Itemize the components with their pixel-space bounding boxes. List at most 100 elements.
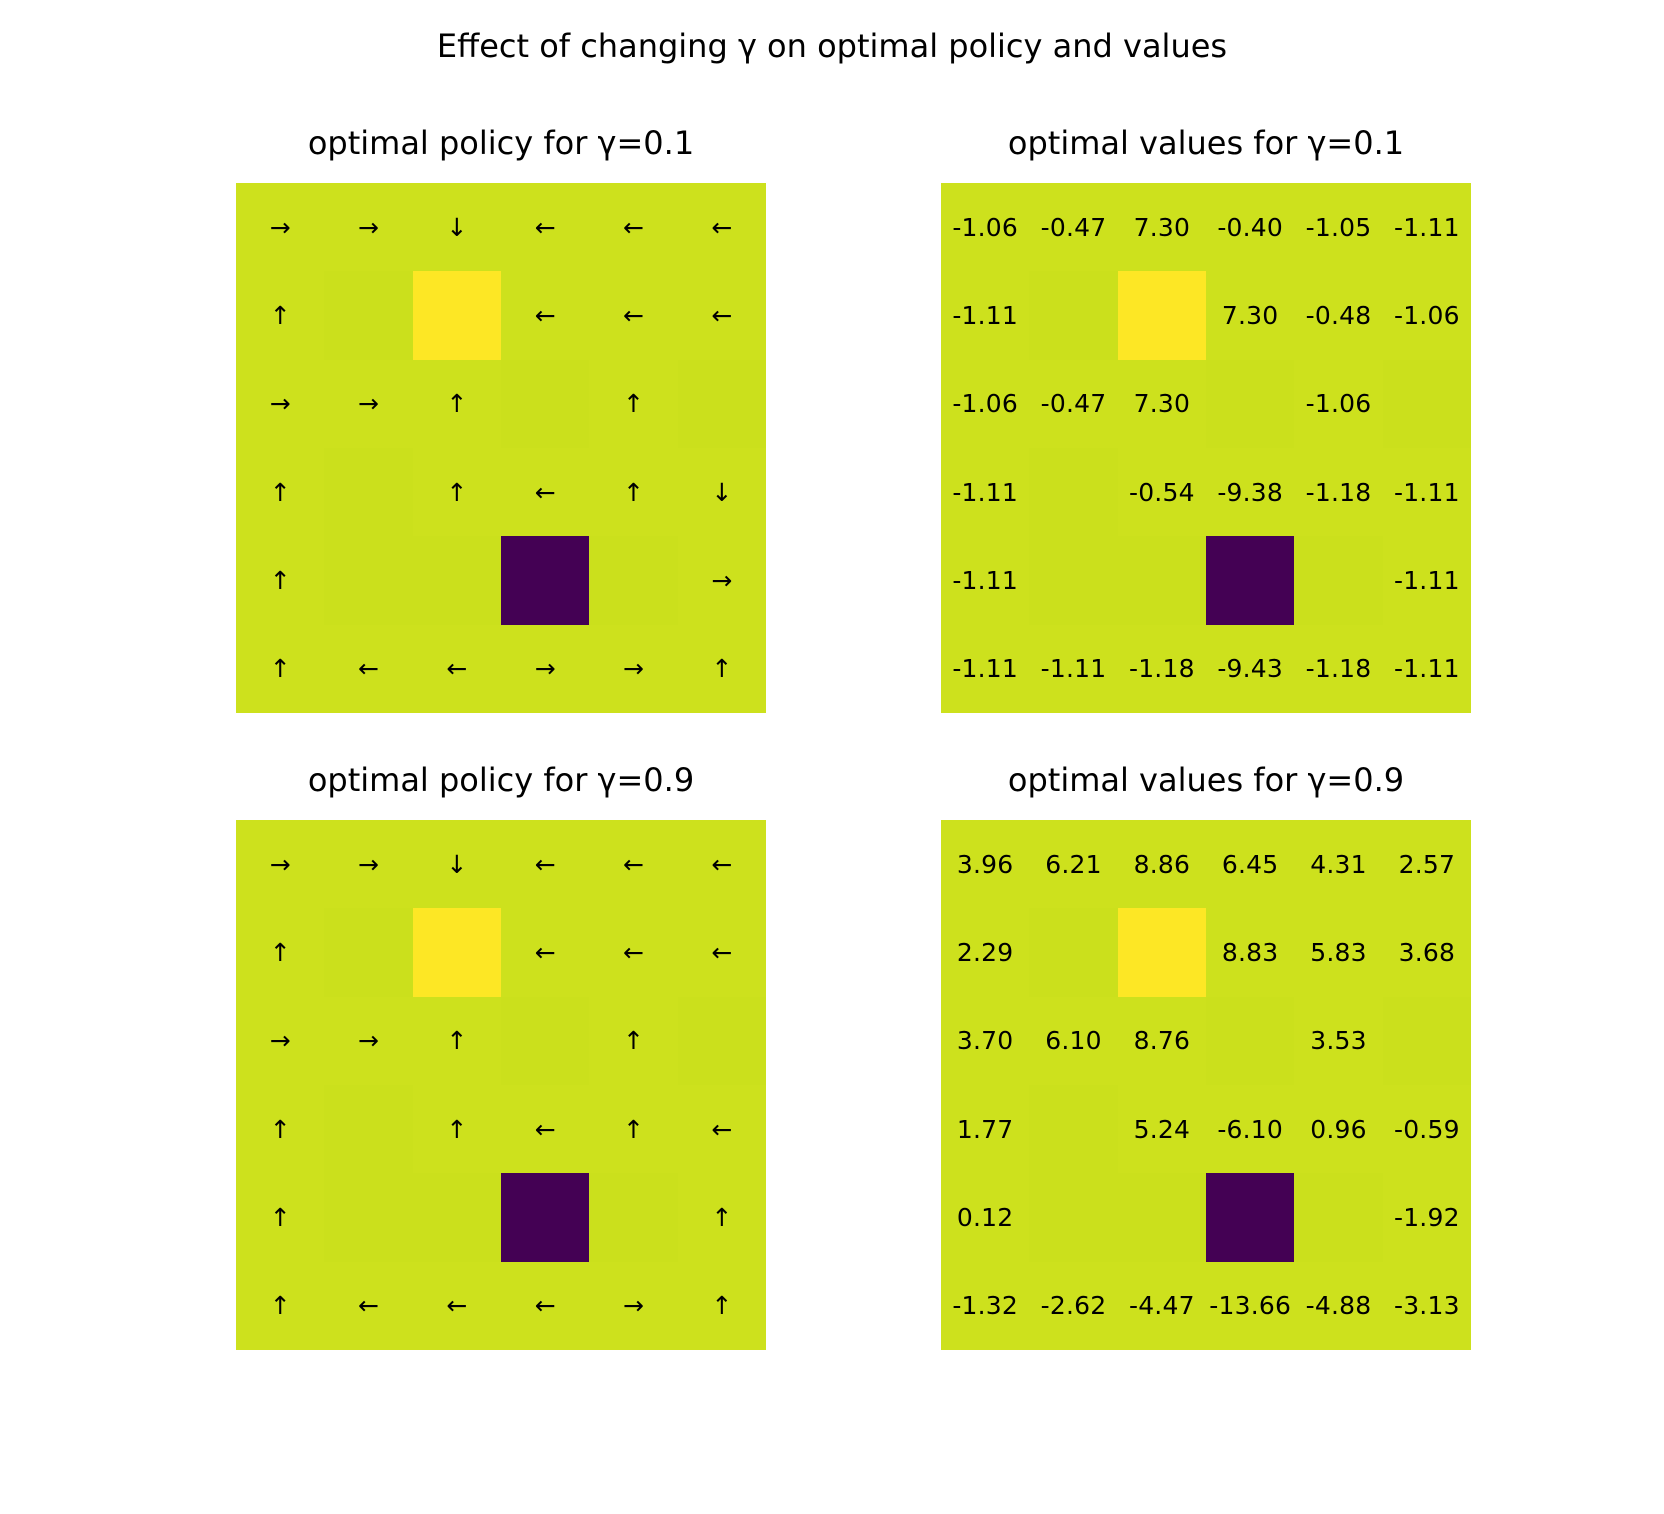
- value-label: -1.92: [1393, 1202, 1460, 1232]
- open-cell: ↓: [412, 820, 501, 909]
- open-cell: -1.32: [941, 1261, 1030, 1350]
- open-cell: ←: [589, 183, 678, 272]
- open-cell: 3.70: [941, 996, 1030, 1085]
- open-cell: -13.66: [1206, 1261, 1295, 1350]
- policy-arrow: ↑: [269, 565, 291, 595]
- open-cell: -1.18: [1294, 448, 1383, 537]
- value-label: 2.29: [956, 937, 1014, 967]
- value-label: -1.11: [952, 477, 1018, 507]
- open-cell: ←: [677, 183, 766, 272]
- wall-cell: [1117, 536, 1206, 625]
- policy-arrow: ←: [534, 1291, 556, 1321]
- open-cell: ←: [501, 1085, 590, 1174]
- policy-arrow: ←: [711, 849, 733, 879]
- policy-arrow: ↑: [269, 477, 291, 507]
- pit-cell: [501, 1173, 590, 1262]
- open-cell: ↓: [412, 183, 501, 272]
- wall-cell: [1029, 908, 1118, 997]
- values-heatmap: 3.96 6.21 8.86 6.45 4.31 2.57 2.29 8.83 5.83 3.68…: [941, 820, 1471, 1350]
- open-cell: ↑: [589, 448, 678, 537]
- open-cell: 0.12: [941, 1173, 1030, 1262]
- open-cell: ↓: [677, 448, 766, 537]
- wall-cell: [501, 359, 590, 448]
- wall-cell: [324, 448, 413, 537]
- open-cell: ←: [589, 908, 678, 997]
- open-cell: -2.62: [1029, 1261, 1118, 1350]
- value-label: -1.11: [1393, 654, 1460, 684]
- value-label: 3.96: [956, 849, 1014, 879]
- open-cell: ←: [324, 624, 413, 713]
- open-cell: 2.57: [1382, 820, 1471, 909]
- policy-arrow: →: [534, 654, 556, 684]
- value-label: 3.68: [1398, 937, 1456, 967]
- open-cell: ↑: [236, 1173, 325, 1262]
- value-label: -1.11: [952, 300, 1018, 330]
- policy-arrow: ↑: [269, 654, 291, 684]
- open-cell: ↑: [589, 996, 678, 1085]
- policy-arrow: ↓: [446, 212, 468, 242]
- value-label: -4.88: [1305, 1291, 1372, 1321]
- policy-arrow: →: [358, 1026, 379, 1056]
- wall-cell: [324, 1173, 413, 1262]
- value-label: -9.38: [1217, 477, 1283, 507]
- value-label: 7.30: [1221, 300, 1279, 330]
- policy-arrow: ←: [358, 654, 379, 684]
- open-cell: 1.77: [941, 1085, 1030, 1174]
- value-label: -1.06: [1305, 389, 1372, 419]
- open-cell: ↑: [236, 624, 325, 713]
- open-cell: -0.47: [1029, 359, 1118, 448]
- value-label: 3.70: [956, 1026, 1014, 1056]
- value-label: -0.48: [1305, 300, 1372, 330]
- value-label: 3.53: [1310, 1026, 1367, 1056]
- open-cell: 3.68: [1382, 908, 1471, 997]
- open-cell: 5.24: [1117, 1085, 1206, 1174]
- policy-arrow: ↑: [446, 1114, 468, 1144]
- value-label: -1.06: [952, 212, 1018, 242]
- goal-cell: [412, 271, 501, 360]
- open-cell: →: [236, 183, 325, 272]
- value-label: 6.45: [1221, 849, 1279, 879]
- open-cell: ←: [677, 271, 766, 360]
- wall-cell: [1294, 1173, 1383, 1262]
- wall-cell: [589, 536, 678, 625]
- value-label: -1.11: [1040, 654, 1107, 684]
- policy-arrow: ↑: [623, 389, 644, 419]
- value-label: -1.06: [952, 389, 1018, 419]
- policy-arrow: ←: [534, 937, 556, 967]
- open-cell: -1.11: [1382, 183, 1471, 272]
- open-cell: -1.11: [1382, 536, 1471, 625]
- open-cell: -0.59: [1382, 1085, 1471, 1174]
- wall-cell: [1206, 996, 1295, 1085]
- policy-arrow: ↑: [623, 1026, 644, 1056]
- policy-arrow: ←: [623, 300, 644, 330]
- value-label: -0.47: [1040, 212, 1107, 242]
- figure-title: Effect of changing γ on optimal policy a…: [436, 27, 1228, 65]
- open-cell: →: [324, 996, 413, 1085]
- policy-arrow: ↑: [711, 1202, 733, 1232]
- policy-arrow: ←: [711, 212, 733, 242]
- open-cell: -1.06: [941, 183, 1030, 272]
- value-label: -1.18: [1128, 654, 1195, 684]
- values-heatmap: -1.06 -0.47 7.30 -0.40 -1.05 -1.11 -1.11 7.30 -0…: [941, 183, 1471, 713]
- value-label: -1.11: [952, 654, 1018, 684]
- policy-arrow: ↑: [269, 1291, 291, 1321]
- open-cell: 0.96: [1294, 1085, 1383, 1174]
- value-label: 5.24: [1133, 1114, 1191, 1144]
- open-cell: →: [324, 820, 413, 909]
- open-cell: -0.48: [1294, 271, 1383, 360]
- policy-arrow: →: [358, 212, 379, 242]
- open-cell: 4.31: [1294, 820, 1383, 909]
- policy-arrow: ←: [446, 654, 468, 684]
- open-cell: -4.88: [1294, 1261, 1383, 1350]
- open-cell: -4.47: [1117, 1261, 1206, 1350]
- open-cell: 2.29: [941, 908, 1030, 997]
- panel-title: optimal values for γ=0.1: [1007, 124, 1405, 162]
- open-cell: →: [236, 820, 325, 909]
- open-cell: ←: [677, 1085, 766, 1174]
- open-cell: -1.11: [941, 536, 1030, 625]
- policy-arrow: ←: [446, 1291, 468, 1321]
- pit-cell: [1206, 1173, 1295, 1262]
- value-label: -1.11: [1393, 565, 1460, 595]
- policy-arrow: ↓: [711, 477, 733, 507]
- wall-cell: [589, 1173, 678, 1262]
